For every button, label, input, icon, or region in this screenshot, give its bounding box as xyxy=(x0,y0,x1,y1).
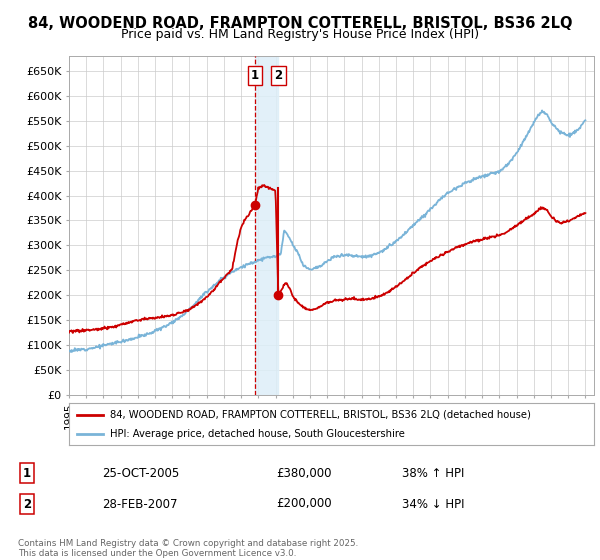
Text: £200,000: £200,000 xyxy=(276,497,332,511)
Bar xyxy=(255,56,278,395)
Text: 25-OCT-2005: 25-OCT-2005 xyxy=(102,466,179,480)
Text: £380,000: £380,000 xyxy=(276,466,331,480)
Text: Contains HM Land Registry data © Crown copyright and database right 2025.
This d: Contains HM Land Registry data © Crown c… xyxy=(18,539,358,558)
Text: HPI: Average price, detached house, South Gloucestershire: HPI: Average price, detached house, Sout… xyxy=(110,429,405,439)
Text: 38% ↑ HPI: 38% ↑ HPI xyxy=(402,466,464,480)
Text: 34% ↓ HPI: 34% ↓ HPI xyxy=(402,497,464,511)
Text: 1: 1 xyxy=(23,466,31,480)
Text: 28-FEB-2007: 28-FEB-2007 xyxy=(102,497,178,511)
Text: 1: 1 xyxy=(251,69,259,82)
Text: 2: 2 xyxy=(23,497,31,511)
Text: 84, WOODEND ROAD, FRAMPTON COTTERELL, BRISTOL, BS36 2LQ (detached house): 84, WOODEND ROAD, FRAMPTON COTTERELL, BR… xyxy=(110,409,531,419)
Text: 2: 2 xyxy=(274,69,283,82)
Text: Price paid vs. HM Land Registry's House Price Index (HPI): Price paid vs. HM Land Registry's House … xyxy=(121,28,479,41)
Text: 84, WOODEND ROAD, FRAMPTON COTTERELL, BRISTOL, BS36 2LQ: 84, WOODEND ROAD, FRAMPTON COTTERELL, BR… xyxy=(28,16,572,31)
